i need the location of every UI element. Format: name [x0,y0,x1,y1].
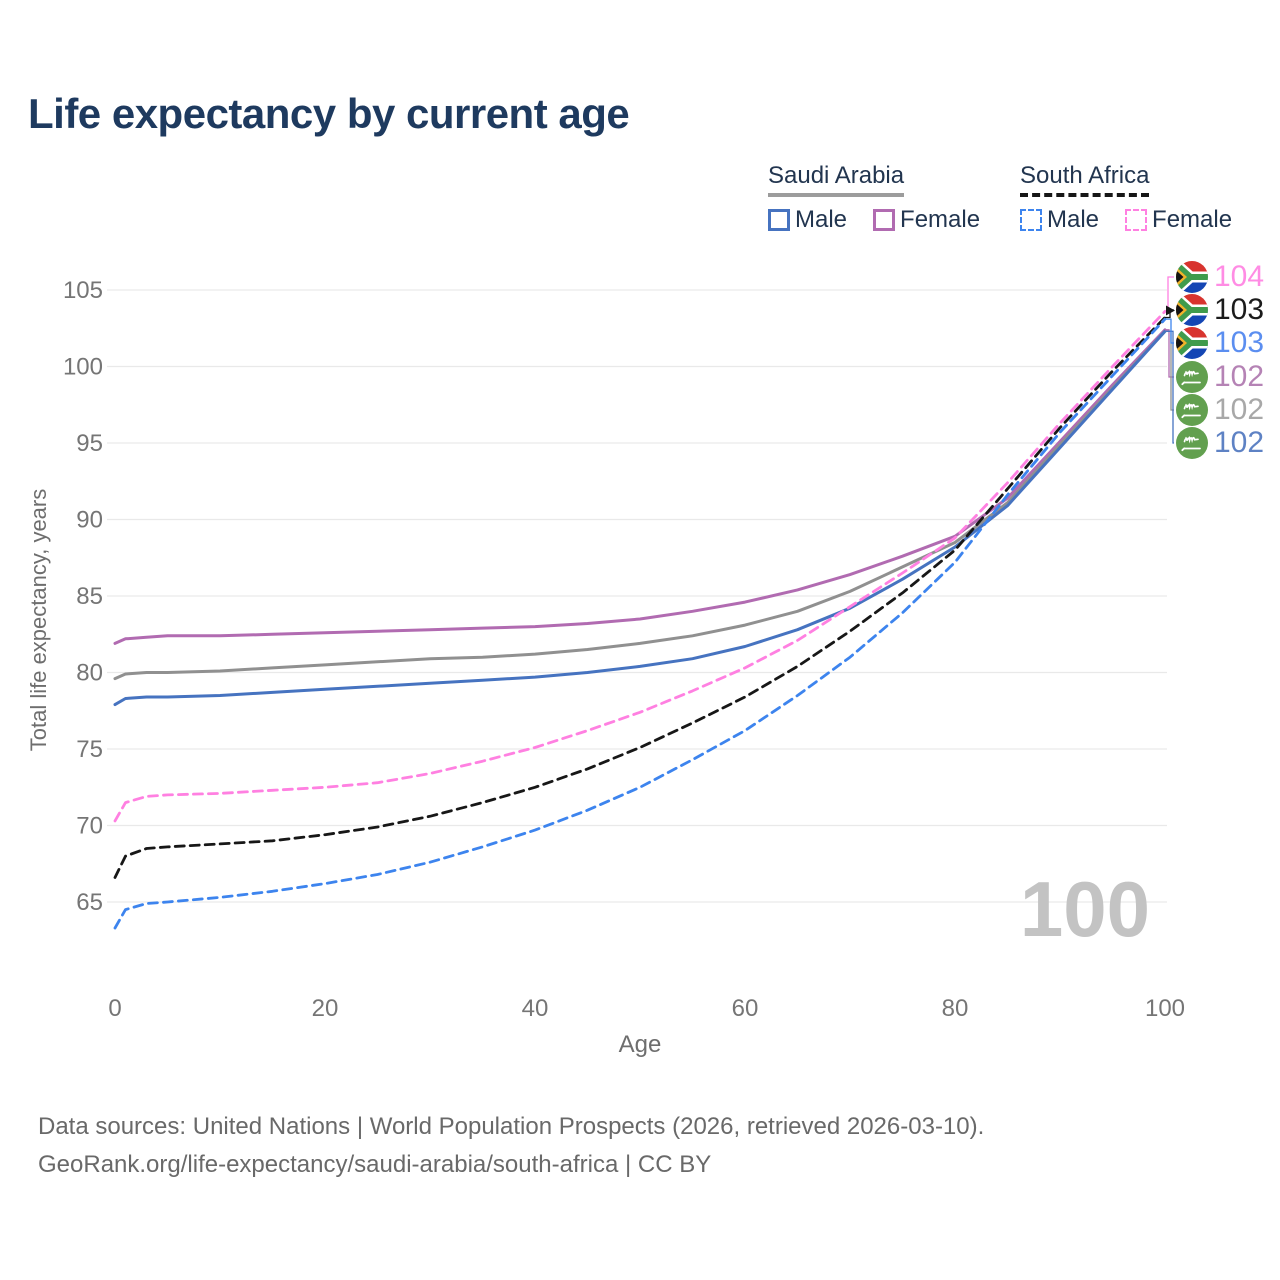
end-label-value: 103 [1214,326,1265,359]
legend-swatch-south-africa-male-icon[interactable] [1020,209,1042,231]
series-line-saudi-arabia-male[interactable] [113,329,1167,707]
y-tick-label: 100 [63,354,103,381]
leader-arrow-icon [1166,305,1175,316]
south-africa-flag-icon [1176,327,1208,359]
y-tick-label: 105 [63,277,103,304]
x-axis-title: Age [619,1031,662,1058]
series-line-saudi-arabia-female[interactable] [113,328,1167,645]
legend-group-saudi-arabia: Saudi Arabia Male Female [768,162,1006,234]
series-lines [113,309,1167,930]
legend-swatch-saudi-male-icon[interactable] [768,209,790,231]
legend-label-saudi-female[interactable]: Female [900,206,981,233]
gridlines [107,289,1167,903]
x-tick-label: 80 [942,995,969,1022]
end-label-value: 102 [1214,360,1265,393]
end-label-south-africa-female: 104 [1176,261,1264,293]
leader-line [1165,318,1174,344]
end-label-value: 102 [1214,393,1265,426]
series-line-south-africa-both-sexes[interactable] [113,316,1167,879]
x-axis-tick-labels: 0 20 40 60 80 100 [108,995,1185,1022]
y-tick-label: 75 [76,736,103,763]
south-africa-flag-icon [1176,294,1208,326]
end-label-value: 104 [1214,260,1265,293]
series-line-south-africa-female[interactable] [113,309,1167,823]
y-axis-title: Total life expectancy, years [26,489,51,752]
legend-label-south-africa-male[interactable]: Male [1047,206,1100,233]
saudi-arabia-flag-icon [1176,361,1208,393]
south-africa-flag-icon [1176,261,1208,293]
page-title: Life expectancy by current age [28,90,630,137]
end-label-saudi-arabia-total: 102 [1176,394,1264,426]
footer: Data sources: United Nations | World Pop… [38,1108,984,1184]
attribution-link-text[interactable]: GeoRank.org/life-expectancy/saudi-arabia… [38,1151,712,1178]
leader-line [1165,330,1174,444]
end-label-saudi-arabia-female: 102 [1176,361,1264,393]
legend-country-south-africa[interactable]: South Africa [1020,162,1150,197]
end-label-saudi-arabia-male: 102 [1176,427,1264,459]
end-label-south-africa-total: 103 [1176,294,1264,326]
end-label-value: 102 [1214,426,1265,459]
y-tick-label: 90 [76,507,103,534]
end-label-value: 103 [1214,293,1265,326]
legend-label-south-africa-female[interactable]: Female [1152,206,1233,233]
x-tick-label: 40 [522,995,549,1022]
end-label-south-africa-male: 103 [1176,327,1264,359]
x-tick-label: 20 [312,995,339,1022]
legend-country-saudi-arabia[interactable]: Saudi Arabia [768,162,905,197]
y-tick-label: 95 [76,430,103,457]
age-watermark: 100 [1020,865,1150,953]
y-axis-tick-labels: 65 70 75 80 85 90 95 100 105 [63,277,103,916]
data-sources-text: Data sources: United Nations | World Pop… [38,1113,985,1140]
x-tick-label: 0 [108,995,121,1022]
y-tick-label: 65 [76,889,103,916]
saudi-arabia-flag-icon [1176,427,1208,459]
saudi-arabia-flag-icon [1176,394,1208,426]
legend-group-south-africa: South Africa Male Female [1020,162,1258,234]
end-label-leader-lines [1165,276,1175,444]
y-tick-label: 85 [76,583,103,610]
x-tick-label: 60 [732,995,759,1022]
legend-swatch-saudi-female-icon[interactable] [873,209,896,231]
y-tick-label: 80 [76,660,103,687]
legend-label-saudi-male[interactable]: Male [795,206,848,233]
x-tick-label: 100 [1145,995,1185,1022]
legend-swatch-south-africa-female-icon[interactable] [1125,209,1148,231]
series-line-south-africa-male[interactable] [113,317,1167,930]
y-tick-label: 70 [76,813,103,840]
